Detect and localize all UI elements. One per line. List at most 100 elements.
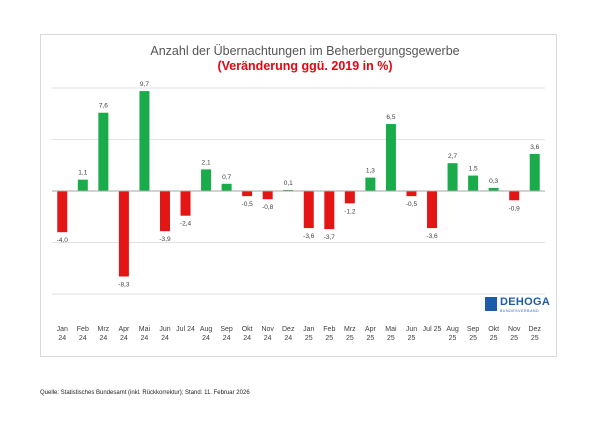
bar <box>344 191 355 204</box>
x-tick-label: Apr <box>365 326 377 333</box>
data-label: 1,1 <box>78 170 87 177</box>
x-tick-label: Mrz <box>344 326 356 333</box>
x-tick-label-year: 24 <box>161 335 169 342</box>
data-label: 0,3 <box>489 178 498 185</box>
data-label: 1,5 <box>469 166 478 173</box>
data-label: 0,7 <box>222 174 231 181</box>
bar <box>221 183 232 191</box>
bar <box>139 91 150 191</box>
x-tick-label: Mai <box>385 326 397 333</box>
bar <box>406 191 417 197</box>
data-label: 2,7 <box>448 153 457 160</box>
x-tick-label: Okt <box>488 326 499 333</box>
data-label: -0,9 <box>509 205 521 212</box>
bar <box>324 191 335 230</box>
bar <box>201 169 212 191</box>
x-tick-label-year: 25 <box>490 335 498 342</box>
x-tick-label: Feb <box>77 326 89 333</box>
bar <box>77 179 88 191</box>
x-tick-label: Mai <box>139 326 151 333</box>
x-tick-label: Okt <box>242 326 253 333</box>
x-tick-label-year: 25 <box>325 335 333 342</box>
chart-frame <box>40 34 557 357</box>
x-tick-label-year: 24 <box>120 335 128 342</box>
bar <box>118 191 129 277</box>
data-label: -3,7 <box>324 234 336 241</box>
dehoga-logo-text: DEHOGA <box>500 296 551 308</box>
data-label: -0,5 <box>406 201 418 208</box>
source-note: Quelle: Statistisches Bundesamt (inkl. R… <box>40 390 250 396</box>
data-label: -3,6 <box>426 233 438 240</box>
x-tick-label: Jul 25 <box>423 326 442 333</box>
x-tick-label-year: 25 <box>387 335 395 342</box>
bar <box>159 191 170 232</box>
x-tick-label: Jan <box>57 326 68 333</box>
bar <box>180 191 191 216</box>
x-tick-label-year: 24 <box>243 335 251 342</box>
x-tick-label-year: 24 <box>141 335 149 342</box>
x-tick-label: Nov <box>261 326 274 333</box>
x-tick-label: Nov <box>508 326 521 333</box>
x-tick-label-year: 25 <box>531 335 539 342</box>
x-tick-label-year: 25 <box>305 335 313 342</box>
bar <box>509 191 520 201</box>
x-tick-label-year: 25 <box>366 335 374 342</box>
data-label: 1,3 <box>366 168 375 175</box>
bar <box>262 191 273 200</box>
x-tick-label: Dez <box>282 326 295 333</box>
bar <box>488 187 499 191</box>
x-tick-label: Jan <box>303 326 314 333</box>
bar <box>385 124 396 191</box>
x-tick-label-year: 25 <box>449 335 457 342</box>
x-tick-label: Feb <box>323 326 335 333</box>
data-label: 7,6 <box>99 103 108 110</box>
bar <box>447 163 458 191</box>
data-label: 6,5 <box>386 114 395 121</box>
data-label: -2,4 <box>180 221 192 228</box>
bar <box>529 153 540 191</box>
x-tick-label-year: 25 <box>408 335 416 342</box>
bar <box>303 191 314 229</box>
data-label: -1,2 <box>344 208 356 215</box>
chart-title: Anzahl der Übernachtungen im Beherbergun… <box>150 44 460 58</box>
data-label: -4,0 <box>57 237 69 244</box>
x-tick-label-year: 25 <box>469 335 477 342</box>
bar <box>468 175 479 191</box>
data-label: -8,3 <box>118 281 130 288</box>
x-tick-label-year: 24 <box>284 335 292 342</box>
data-label: 3,6 <box>530 144 539 151</box>
x-tick-label: Jun <box>406 326 417 333</box>
dehoga-logo: DEHOGA BUNDESVERBAND <box>485 295 550 317</box>
chart-subtitle: (Veränderung ggü. 2019 in %) <box>217 59 393 73</box>
x-tick-label-year: 24 <box>99 335 107 342</box>
bar <box>57 191 68 233</box>
data-label: -3,9 <box>159 236 171 243</box>
bar <box>365 177 376 191</box>
data-label: 2,1 <box>202 159 211 166</box>
x-tick-label: Aug <box>446 326 459 333</box>
x-tick-label: Mrz <box>98 326 110 333</box>
x-tick-label-year: 24 <box>264 335 272 342</box>
bar <box>283 189 294 191</box>
data-label: 0,1 <box>284 180 293 187</box>
bar <box>242 191 253 197</box>
x-tick-label-year: 25 <box>510 335 518 342</box>
bar <box>98 112 109 191</box>
data-label: 9,7 <box>140 81 149 88</box>
x-tick-label-year: 24 <box>202 335 210 342</box>
data-label: -3,6 <box>303 233 315 240</box>
x-tick-label: Dez <box>529 326 542 333</box>
dehoga-logo-tagline: BUNDESVERBAND <box>500 309 540 313</box>
x-tick-label: Jun <box>159 326 170 333</box>
x-tick-label: Apr <box>118 326 130 333</box>
x-tick-label-year: 24 <box>79 335 87 342</box>
x-tick-label: Aug <box>200 326 213 333</box>
x-tick-label-year: 24 <box>223 335 231 342</box>
x-tick-label: Sep <box>220 326 233 333</box>
x-tick-label: Sep <box>467 326 480 333</box>
x-tick-label: Jul 24 <box>176 326 195 333</box>
x-tick-label-year: 25 <box>346 335 354 342</box>
dehoga-logo-mark <box>485 297 497 311</box>
data-label: -0,8 <box>262 204 274 211</box>
